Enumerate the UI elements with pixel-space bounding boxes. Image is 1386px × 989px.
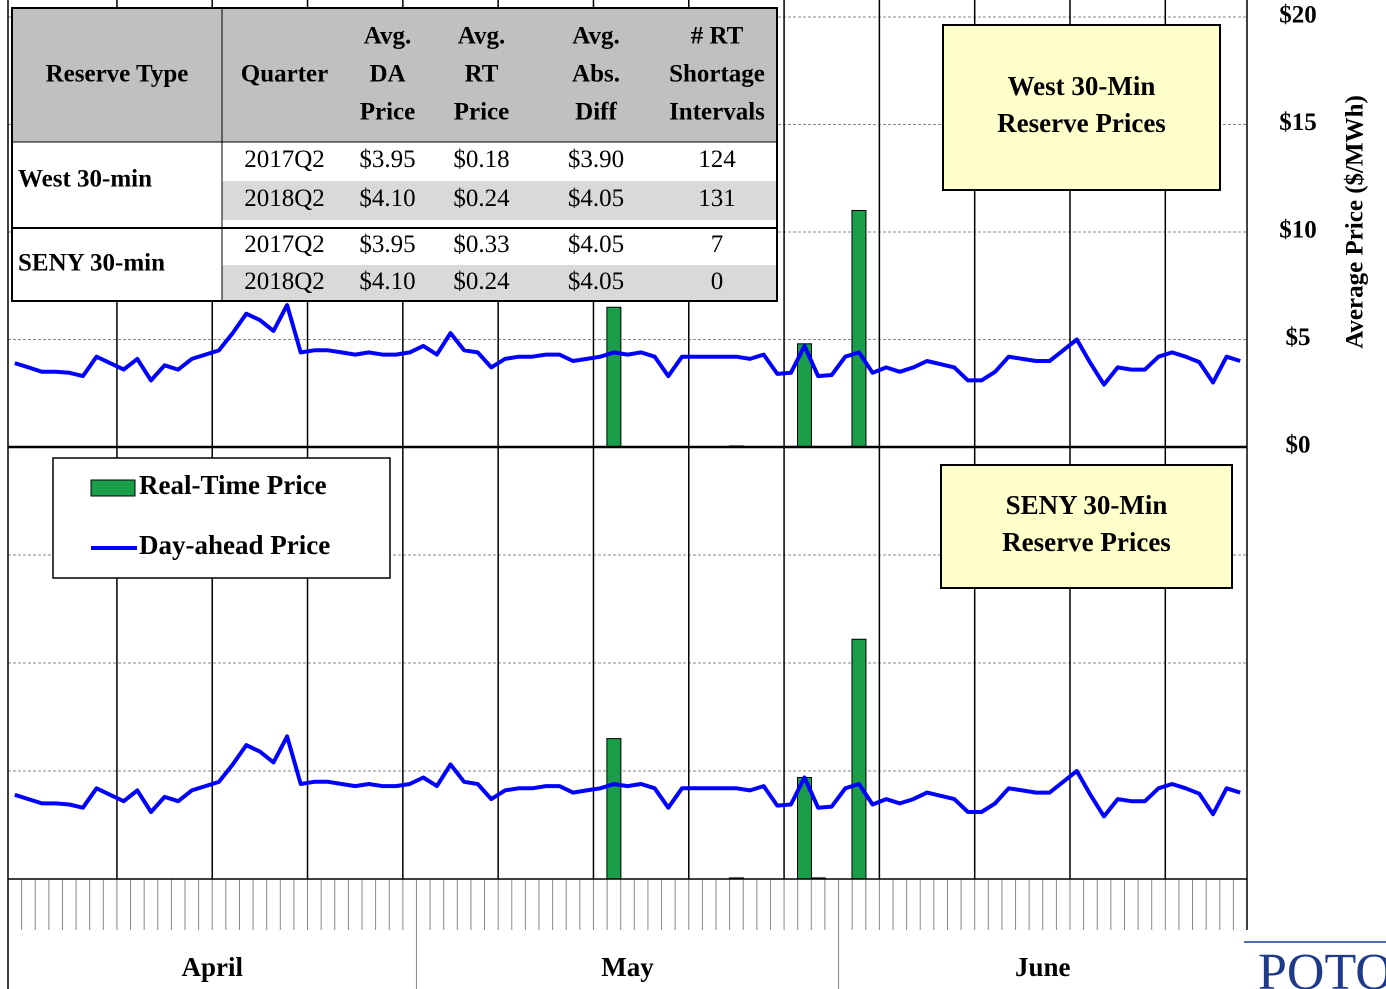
table-row-shade — [222, 181, 777, 220]
table-cell: $0.18 — [453, 146, 509, 173]
table-header: Avg. — [364, 23, 411, 50]
table-header-background — [12, 8, 777, 142]
table-cell: $3.95 — [359, 231, 415, 258]
y-tick-label: $5 — [1286, 324, 1311, 351]
y-tick-label: $10 — [1279, 217, 1317, 244]
table-header: DA — [369, 61, 405, 88]
chart-title: West 30-Min — [1008, 71, 1156, 101]
table-cell: $3.95 — [359, 146, 415, 173]
table-cell: $4.05 — [568, 185, 624, 212]
table-header: Reserve Type — [46, 61, 189, 88]
bar — [606, 738, 622, 880]
legend-swatch — [90, 479, 136, 497]
table-cell: $0.33 — [453, 231, 509, 258]
line — [14, 734, 1241, 819]
table-header: Intervals — [669, 99, 765, 126]
table-cell: $3.90 — [568, 146, 624, 173]
table-row-shade — [222, 265, 777, 302]
bar — [851, 638, 867, 880]
table-cell: 124 — [698, 146, 736, 173]
legend-label: Day-ahead Price — [139, 530, 330, 560]
summary-table: Reserve Type Quarter Avg. DA Price Avg. RT Pric… — [11, 7, 778, 302]
table-cell: 2018Q2 — [244, 185, 325, 212]
table-header: # RT — [691, 23, 744, 50]
table-group-label: SENY 30-min — [18, 250, 165, 277]
table-group-label: West 30-min — [18, 166, 152, 193]
table-cell: $4.05 — [568, 268, 624, 295]
annotation-box — [942, 24, 1221, 191]
table-border — [11, 7, 778, 302]
table-cell: 2017Q2 — [244, 231, 325, 258]
chart-title: Reserve Prices — [1002, 527, 1171, 557]
chart-title: SENY 30-Min — [1006, 490, 1168, 520]
table-header: Price — [360, 99, 416, 126]
legend-box — [52, 457, 391, 579]
table-cell: $4.10 — [359, 268, 415, 295]
line — [14, 303, 1241, 387]
y-tick-label: $0 — [1286, 432, 1311, 459]
table-header: Diff — [575, 99, 617, 126]
table-cell: 131 — [698, 185, 736, 212]
table-header: RT — [465, 61, 499, 88]
table-header: Price — [454, 99, 510, 126]
table-cell: $0.24 — [453, 268, 510, 295]
y-axis-label: Average Price ($/MWh) — [1342, 95, 1369, 349]
table-cell: 0 — [711, 268, 724, 295]
table-header: Quarter — [241, 61, 328, 88]
table-cell: $4.05 — [568, 231, 624, 258]
table-header: Avg. — [458, 23, 505, 50]
table-cell: $4.10 — [359, 185, 415, 212]
table-cell: $0.24 — [453, 185, 510, 212]
y-tick-label: $15 — [1279, 109, 1317, 136]
x-group-label: June — [1015, 952, 1071, 982]
bar — [851, 210, 867, 448]
table-cell: 2017Q2 — [244, 146, 325, 173]
table-cell: 7 — [711, 231, 724, 258]
table-cell: 2018Q2 — [244, 268, 325, 295]
x-group-label: May — [601, 952, 654, 982]
table-header: Shortage — [669, 61, 765, 88]
bar — [606, 306, 622, 448]
legend-label: Real-Time Price — [139, 470, 327, 500]
logo: POTOMA — [1258, 944, 1386, 989]
table-header: Avg. — [572, 23, 619, 50]
x-group-label: April — [181, 952, 243, 982]
annotation-box — [940, 464, 1233, 589]
table-header: Abs. — [572, 61, 620, 88]
y-tick-label: $20 — [1279, 2, 1317, 29]
chart-title: Reserve Prices — [997, 108, 1166, 138]
